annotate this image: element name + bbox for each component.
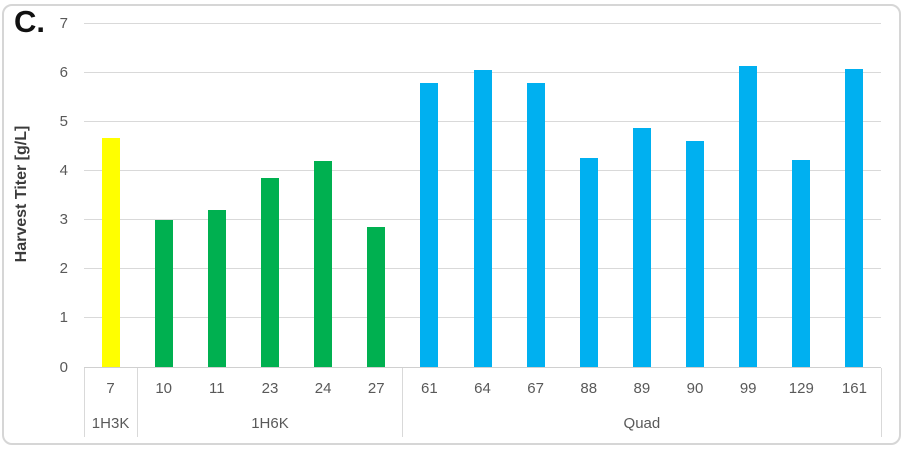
group-label: 1H3K	[91, 414, 130, 432]
category-label: 129	[788, 380, 814, 397]
bar	[845, 68, 864, 367]
bar	[739, 65, 758, 367]
y-axis-title: Harvest Titer [g/L]	[13, 125, 30, 263]
y-tick-label: 5	[59, 112, 68, 130]
category-label: 11	[209, 380, 225, 397]
bar	[101, 138, 120, 367]
category-label: 64	[474, 380, 491, 397]
bar	[420, 83, 439, 367]
y-tick-label: 1	[59, 309, 68, 327]
category-label: 88	[580, 380, 598, 397]
category-label: 23	[261, 380, 279, 397]
bar	[473, 69, 492, 367]
bar	[260, 177, 279, 367]
y-tick-label: 6	[59, 63, 68, 81]
group-label: 1H6K	[251, 414, 289, 432]
y-tick-label: 0	[59, 358, 68, 376]
group-label: Quad	[623, 414, 661, 432]
bar	[526, 83, 545, 367]
y-tick-label: 7	[59, 14, 68, 32]
y-tick-label: 3	[59, 211, 68, 229]
bar	[792, 159, 811, 367]
bar	[207, 209, 226, 367]
group-divider	[880, 368, 882, 437]
y-tick-label: 2	[59, 260, 68, 278]
x-axis-line	[84, 367, 881, 368]
bar	[367, 226, 386, 367]
panel-label: C.	[14, 4, 45, 39]
category-label: 99	[739, 380, 757, 397]
category-label: 161	[841, 380, 867, 397]
category-label: 7	[106, 380, 115, 397]
bar	[314, 160, 333, 367]
group-divider	[402, 368, 404, 437]
group-divider	[136, 368, 138, 437]
category-label: 10	[155, 380, 173, 397]
bar	[154, 219, 173, 367]
category-label: 90	[686, 380, 704, 397]
category-label: 61	[421, 380, 438, 397]
category-label: 67	[527, 380, 544, 397]
category-label: 27	[367, 380, 385, 397]
category-label: 24	[314, 380, 332, 397]
bar	[686, 140, 705, 367]
bar	[632, 127, 651, 367]
group-divider	[83, 368, 85, 437]
bar	[579, 158, 598, 367]
category-label: 89	[633, 380, 651, 397]
y-tick-label: 4	[59, 161, 68, 179]
gridline	[84, 22, 881, 24]
